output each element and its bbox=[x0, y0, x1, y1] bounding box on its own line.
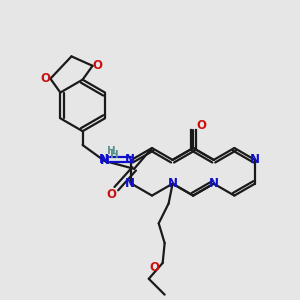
Text: N: N bbox=[124, 177, 134, 190]
Text: H: H bbox=[110, 150, 119, 160]
Text: H: H bbox=[107, 146, 116, 156]
Text: N: N bbox=[124, 153, 134, 167]
Text: N: N bbox=[250, 153, 260, 167]
Text: O: O bbox=[40, 72, 50, 85]
Text: O: O bbox=[106, 188, 116, 201]
Text: N: N bbox=[99, 153, 109, 167]
Text: N: N bbox=[209, 177, 219, 190]
Text: N: N bbox=[99, 154, 110, 167]
Text: O: O bbox=[92, 59, 103, 72]
Text: N: N bbox=[168, 177, 178, 190]
Text: O: O bbox=[150, 261, 160, 274]
Text: O: O bbox=[196, 119, 206, 132]
